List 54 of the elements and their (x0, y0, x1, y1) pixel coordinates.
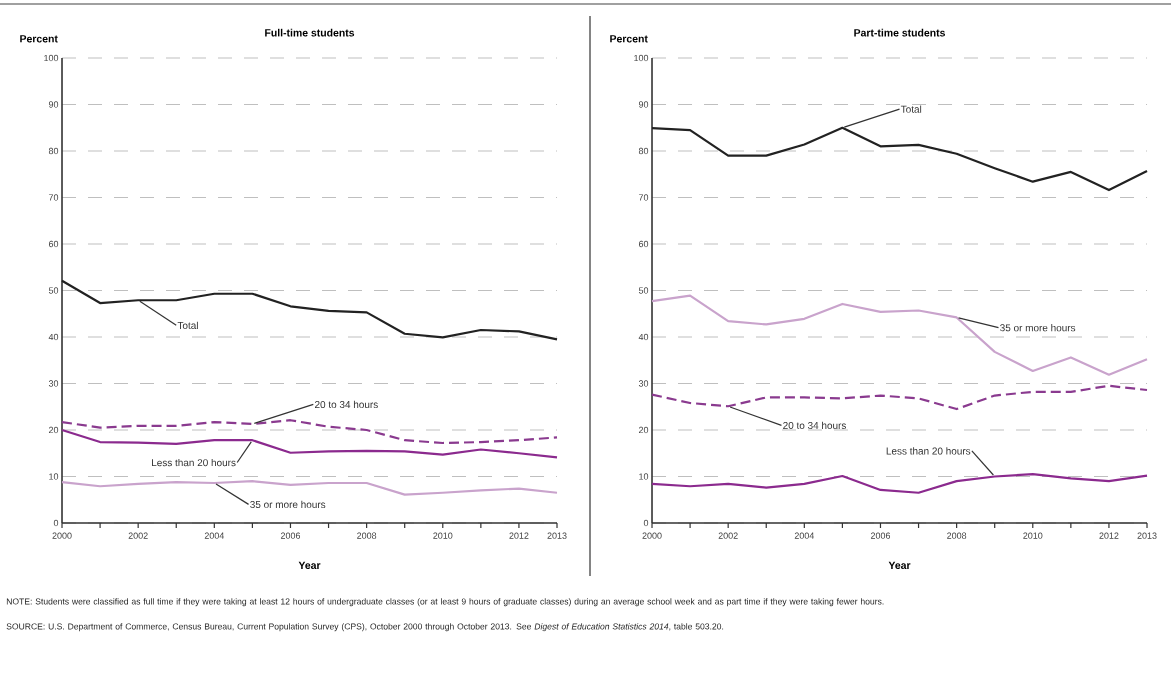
series-label: Less than 20 hours (152, 458, 236, 467)
y-tick-label: 40 (638, 333, 649, 341)
y-tick-label: 90 (48, 101, 59, 108)
x-tick-label: 2010 (1023, 532, 1043, 539)
y-tick-label: 30 (48, 380, 59, 387)
y-tick-label: 80 (48, 147, 59, 155)
x-axis-title: Year (888, 561, 911, 569)
chart-title: Full-time students (265, 28, 355, 37)
y-tick-label: 50 (638, 287, 649, 294)
y-tick-label: 80 (638, 147, 649, 155)
text: NOTE: Students were classified as full time if they were taking at least 12 hours of undergraduate classes (or at least 9 hours of graduate classes) during an average school week and as part time if they were taking fewer hours. (6, 598, 884, 607)
y-tick-label: 10 (49, 473, 59, 480)
x-tick-label: 2012 (509, 532, 529, 539)
y-tick-label: 100 (44, 54, 59, 62)
x-tick-label: 2013 (547, 532, 567, 539)
y-tick-label: 70 (48, 194, 59, 201)
text: Total (177, 321, 198, 330)
x-tick-label: 2002 (128, 532, 148, 539)
y-tick-label: 20 (638, 426, 649, 434)
y-tick-label: 30 (638, 380, 649, 387)
y-tick-label: 100 (634, 54, 649, 62)
y-tick-label: 50 (48, 287, 59, 294)
x-tick-label: 2006 (870, 532, 891, 539)
source-note: SOURCE: U.S. Department of Commerce, Census Bureau, Current Population Survey (CPS), October 2000 through October 2013. See Digest of Education Statistics 2014, table 503.20. (6, 623, 724, 632)
x-tick-label: 2008 (357, 532, 377, 539)
series-label: 35 or more hours (250, 500, 326, 509)
y-tick-label: 40 (48, 333, 59, 341)
y-tick-label: 90 (638, 101, 649, 108)
x-tick-label: 2004 (204, 532, 225, 539)
x-tick-label: 2004 (794, 532, 815, 539)
x-tick-label: 2013 (1137, 532, 1157, 539)
series-label: 20 to 34 hours (315, 400, 378, 409)
y-tick-label: 70 (638, 194, 649, 201)
y-tick-label: 0 (53, 519, 59, 527)
x-tick-label: 2000 (52, 532, 72, 539)
chart-title: Part-time students (854, 28, 945, 37)
x-tick-label: 2010 (433, 532, 453, 539)
y-axis-title: Percent (610, 35, 648, 43)
y-tick-label: 60 (48, 240, 59, 248)
text: Total (900, 105, 922, 113)
x-tick-label: 2008 (947, 532, 967, 539)
x-tick-label: 2002 (718, 532, 738, 539)
text: Less than 20 hours (886, 447, 971, 455)
y-tick-label: 10 (639, 473, 649, 480)
y-tick-label: 60 (638, 240, 649, 248)
text: 20 to 34 hours (783, 421, 846, 429)
x-tick-label: 2006 (280, 532, 301, 539)
x-tick-label: 2012 (1099, 532, 1119, 539)
x-axis-title: Year (298, 561, 321, 569)
y-tick-label: 20 (48, 426, 59, 434)
y-axis-title: Percent (20, 35, 58, 43)
x-tick-label: 2000 (642, 532, 662, 539)
y-tick-label: 0 (643, 519, 649, 527)
series-label: 35 or more hours (1000, 324, 1076, 332)
